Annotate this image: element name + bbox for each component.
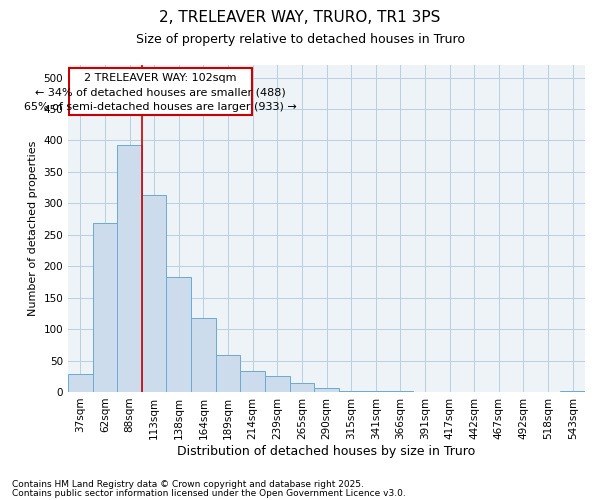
Bar bbox=[166, 277, 191, 392]
Bar bbox=[241, 371, 265, 392]
Bar bbox=[117, 145, 142, 392]
Bar bbox=[216, 355, 241, 392]
Bar bbox=[265, 376, 290, 392]
Text: 2, TRELEAVER WAY, TRURO, TR1 3PS: 2, TRELEAVER WAY, TRURO, TR1 3PS bbox=[160, 10, 440, 25]
Y-axis label: Number of detached properties: Number of detached properties bbox=[28, 141, 38, 316]
X-axis label: Distribution of detached houses by size in Truro: Distribution of detached houses by size … bbox=[178, 444, 476, 458]
Bar bbox=[68, 374, 92, 392]
Bar bbox=[92, 224, 117, 392]
Text: Contains public sector information licensed under the Open Government Licence v3: Contains public sector information licen… bbox=[12, 488, 406, 498]
Bar bbox=[290, 383, 314, 392]
Bar bbox=[142, 195, 166, 392]
Text: 65% of semi-detached houses are larger (933) →: 65% of semi-detached houses are larger (… bbox=[25, 102, 297, 112]
Bar bbox=[560, 390, 585, 392]
Bar bbox=[191, 318, 216, 392]
Text: ← 34% of detached houses are smaller (488): ← 34% of detached houses are smaller (48… bbox=[35, 88, 286, 98]
Text: Contains HM Land Registry data © Crown copyright and database right 2025.: Contains HM Land Registry data © Crown c… bbox=[12, 480, 364, 489]
Bar bbox=[339, 390, 364, 392]
Text: 2 TRELEAVER WAY: 102sqm: 2 TRELEAVER WAY: 102sqm bbox=[85, 72, 237, 83]
FancyBboxPatch shape bbox=[69, 68, 252, 116]
Text: Size of property relative to detached houses in Truro: Size of property relative to detached ho… bbox=[136, 32, 464, 46]
Bar bbox=[314, 388, 339, 392]
